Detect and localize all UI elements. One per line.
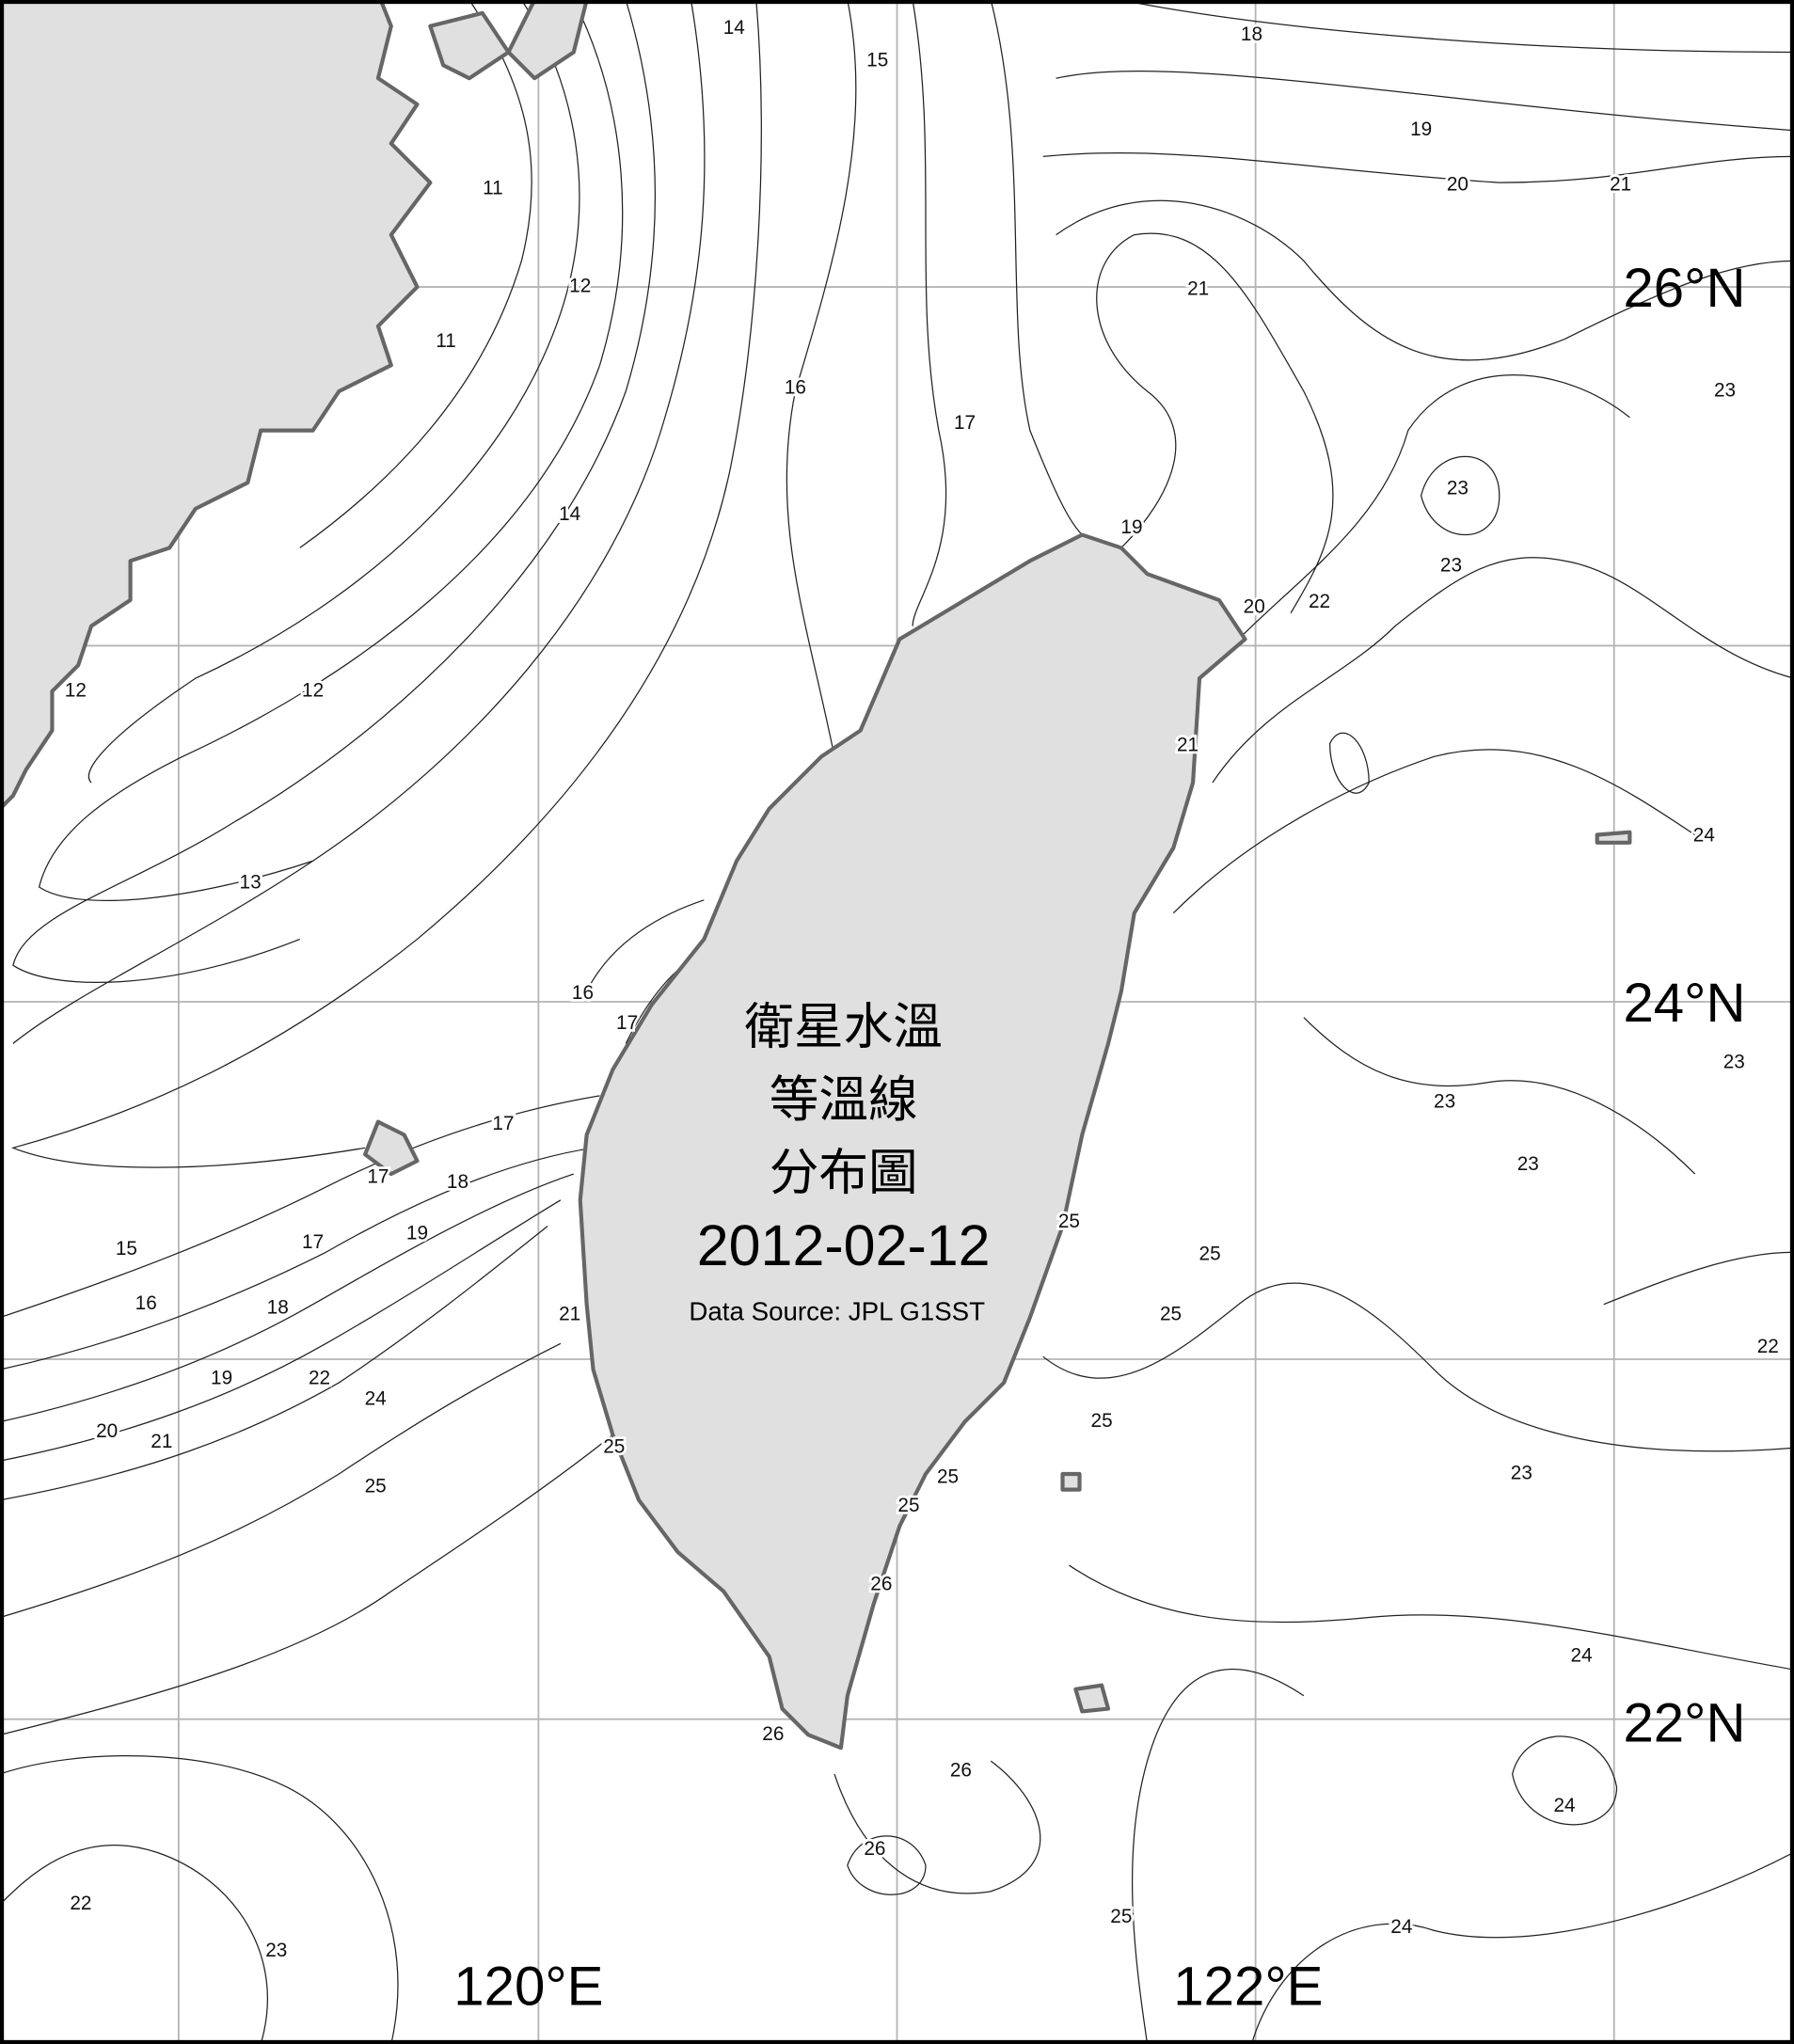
isotherm-label: 24 — [1554, 1795, 1576, 1816]
isotherm-label: 11 — [483, 178, 503, 199]
isotherm-label: 13 — [240, 871, 262, 893]
isotherm-label: 11 — [436, 330, 456, 352]
isotherm-label: 25 — [1199, 1244, 1221, 1265]
title-line-2: 等溫線 — [770, 1071, 918, 1129]
isotherm-label: 21 — [1187, 277, 1209, 299]
isotherm-label: 17 — [302, 1231, 324, 1253]
isotherm-label: 20 — [1244, 596, 1265, 618]
title-line-3: 分布圖 — [770, 1145, 918, 1202]
isotherm-label: 23 — [1517, 1153, 1539, 1175]
isotherm-label: 19 — [406, 1222, 428, 1244]
isotherm-label: 16 — [572, 982, 594, 1004]
isotherm-label: 23 — [1440, 554, 1462, 576]
isotherm-label: 25 — [1160, 1303, 1182, 1324]
isotherm-label: 22 — [1309, 591, 1330, 612]
isotherm-label: 25 — [1110, 1906, 1132, 1927]
isotherm-label: 26 — [870, 1573, 892, 1594]
isotherm-label: 25 — [897, 1495, 919, 1516]
isotherm-label: 24 — [365, 1387, 387, 1409]
isotherm-label: 21 — [1177, 735, 1199, 756]
isotherm-label: 24 — [1571, 1645, 1593, 1667]
isotherm-label: 25 — [937, 1466, 959, 1488]
isotherm-label: 26 — [762, 1723, 784, 1745]
axis-labels: 26°N 24°N 22°N 120°E 122°E — [453, 258, 1745, 2018]
isotherm-label: 24 — [1693, 824, 1715, 846]
isotherm-label: 18 — [267, 1296, 289, 1318]
isotherm-label: 17 — [492, 1113, 514, 1134]
isotherm-label: 17 — [367, 1166, 389, 1188]
title-line-1: 衛星水溫 — [744, 998, 943, 1055]
isotherm-label: 25 — [365, 1475, 387, 1497]
lat-label-24n: 24°N — [1623, 973, 1745, 1034]
isotherm-label: 25 — [1058, 1211, 1080, 1232]
isotherm-label: 14 — [723, 17, 745, 39]
isotherm-label: 17 — [954, 412, 976, 434]
isotherm-label: 19 — [1120, 516, 1142, 538]
isotherm-label: 12 — [65, 679, 87, 701]
isotherm-label: 22 — [1757, 1336, 1779, 1357]
isotherm-labels: 11 11 12 12 12 13 14 14 15 15 16 16 16 17 17 17 17 17 18 18… — [62, 14, 1782, 1964]
lon-label-122e: 122°E — [1173, 1956, 1323, 2017]
isotherm-label: 16 — [785, 377, 806, 399]
isotherm-label: 23 — [265, 1940, 287, 1961]
isotherm-label: 21 — [151, 1431, 172, 1452]
isotherm-label: 17 — [616, 1012, 638, 1034]
isotherm-label: 18 — [447, 1171, 468, 1193]
isotherm-label: 12 — [302, 679, 324, 701]
lat-label-22n: 22°N — [1623, 1692, 1745, 1753]
isotherm-label: 19 — [1410, 119, 1432, 140]
isotherm-label: 21 — [559, 1303, 580, 1324]
taiwan-island — [578, 532, 1632, 1751]
map-date: 2012-02-12 — [697, 1213, 991, 1277]
isotherm-label: 20 — [96, 1420, 118, 1442]
isotherm-label: 23 — [1447, 478, 1469, 499]
isotherm-label: 23 — [1723, 1052, 1745, 1073]
isotherm-label: 16 — [135, 1292, 157, 1314]
isotherm-label: 23 — [1434, 1090, 1455, 1112]
isotherm-label: 26 — [950, 1760, 972, 1782]
lat-label-26n: 26°N — [1623, 258, 1745, 319]
isotherm-label: 15 — [116, 1238, 137, 1260]
isotherm-label: 23 — [1511, 1462, 1532, 1483]
isotherm-label: 25 — [603, 1436, 625, 1458]
isotherm-label: 22 — [70, 1893, 91, 1914]
isotherm-label: 23 — [1714, 379, 1736, 401]
china-coast — [0, 0, 589, 1177]
isotherm-label: 25 — [1091, 1410, 1113, 1432]
isotherm-label: 20 — [1447, 173, 1469, 195]
isotherm-label: 14 — [559, 503, 580, 525]
isotherm-label: 19 — [211, 1367, 232, 1388]
isotherm-label: 12 — [569, 276, 591, 297]
isotherm-label: 18 — [1241, 24, 1262, 45]
isotherm-label: 26 — [864, 1838, 885, 1860]
map-title: 衛星水溫 等溫線 分布圖 2012-02-12 Data Source: JPL… — [689, 998, 990, 1325]
isotherm-label: 22 — [309, 1367, 330, 1388]
isotherm-label: 24 — [1390, 1916, 1412, 1938]
lon-label-120e: 120°E — [453, 1956, 603, 2017]
data-source: Data Source: JPL G1SST — [689, 1296, 985, 1325]
isotherm-label: 21 — [1610, 173, 1631, 195]
isotherm-label: 15 — [866, 50, 888, 71]
